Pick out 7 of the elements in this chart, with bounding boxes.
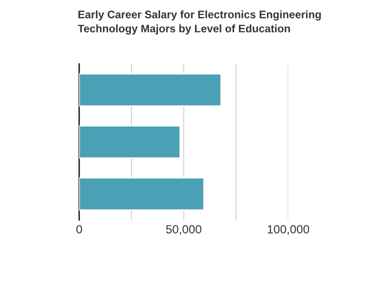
bar bbox=[79, 73, 222, 107]
bar bbox=[79, 177, 205, 211]
x-tick-label: 0 bbox=[76, 225, 82, 234]
x-tick-label: 100,000 bbox=[268, 225, 310, 235]
x-tick-label: 50,000 bbox=[166, 225, 202, 235]
chart-title: Early Career Salary for Electronics Engineering Technology Majors by Level of Education bbox=[78, 10, 321, 35]
bar bbox=[79, 125, 181, 159]
